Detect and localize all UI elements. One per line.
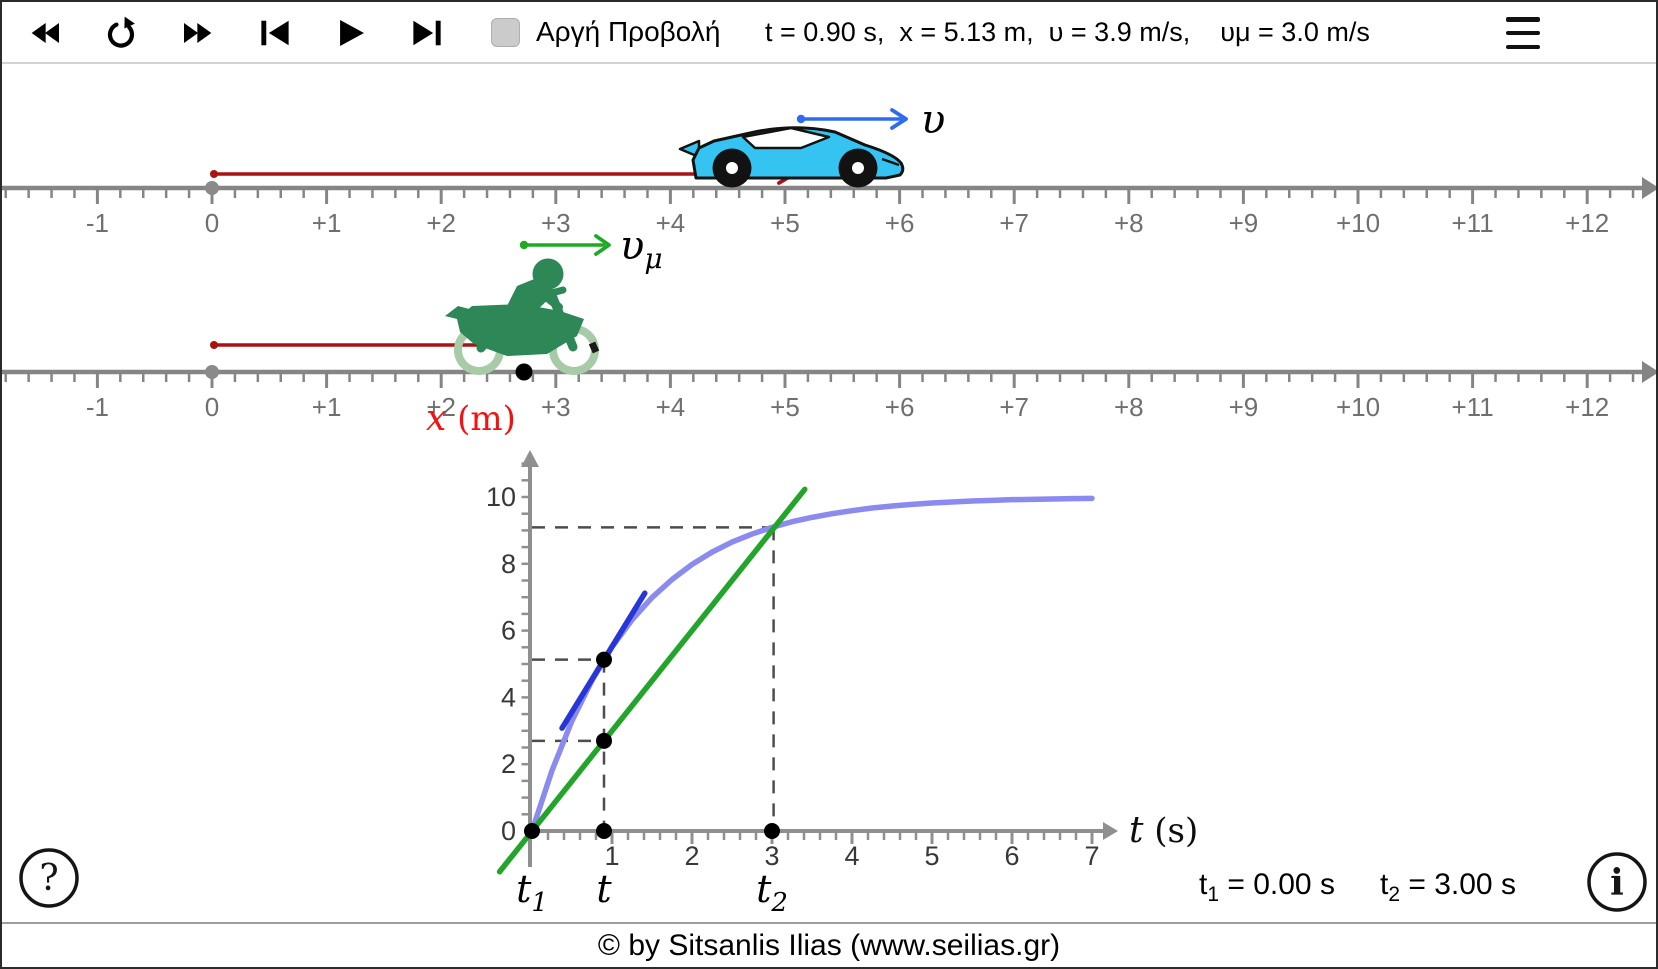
stage-canvas: -1 0 +1 +2 +3 +4 +5 +6 +7 +8 +9 +10 +11 +12 -1 0 +1 +2 +3 +… (2, 97, 1656, 918)
ruler-tick-label: -1 (86, 392, 109, 422)
fast-rewind-button[interactable] (24, 11, 70, 55)
graph-point[interactable] (596, 823, 612, 839)
skip-to-end-button[interactable] (404, 11, 450, 55)
ruler-tick-label: +7 (999, 208, 1029, 238)
ruler-tick-label: +3 (541, 392, 571, 422)
graph-y-tick-label: 0 (501, 816, 516, 846)
car[interactable] (678, 126, 905, 188)
graph-y-tick-label: 6 (501, 616, 516, 646)
ruler-tick-label: 0 (205, 208, 219, 238)
motorcycle[interactable] (445, 258, 600, 375)
ruler-tick-label: +1 (312, 208, 342, 238)
ruler-tick-label: 0 (205, 392, 219, 422)
graph-y-tick-label: 10 (486, 482, 516, 512)
graph-y-axis-label: x (m) (426, 398, 516, 439)
hamburger-menu-button[interactable] (1500, 13, 1546, 53)
ruler-tick-label: +2 (426, 208, 456, 238)
ruler-tick-label: +4 (656, 392, 686, 422)
graph-y-tick-label: 4 (501, 682, 516, 712)
car-position-curve (529, 495, 1095, 834)
ruler-arrow-icon (1642, 361, 1656, 383)
slow-view-checkbox-label: Αργή Προβολή (536, 16, 721, 47)
slow-view-checkbox[interactable] (491, 18, 520, 47)
graph-time-marker: t2 (756, 867, 788, 918)
motorcycle-uniform-line (496, 486, 808, 875)
graph-x-tick-label: 4 (844, 841, 859, 871)
ruler-tick-label: +10 (1336, 392, 1380, 422)
toolbar: Αργή Προβολή t = 0.90 s, x = 5.13 m, υ =… (2, 2, 1656, 64)
copyright-text: © by Sitsanlis Ilias (www.seilias.gr) (597, 928, 1061, 962)
fast-forward-icon (184, 23, 212, 43)
graph-x-tick-label: 3 (764, 841, 779, 871)
ruler-arrow-icon (1642, 177, 1656, 199)
hamburger-menu-icon (1506, 17, 1540, 22)
reset-button[interactable] (98, 11, 144, 55)
ruler-tick-label: +8 (1114, 208, 1144, 238)
graph-x-tick-label: 5 (924, 841, 939, 871)
graph-y-tick-label: 8 (501, 549, 516, 579)
ruler-tick-label: +5 (770, 392, 800, 422)
car-velocity-vector (796, 108, 908, 130)
graph-x-tick-label: 2 (684, 841, 699, 871)
fast-rewind-icon (31, 23, 59, 43)
ruler-tick-label: +2 (426, 392, 456, 422)
car-ruler-origin-dot (205, 181, 219, 195)
ruler-tick-label: +12 (1565, 208, 1609, 238)
graph-x-tick-label: 7 (1084, 841, 1099, 871)
graph-y-tick-label: 2 (501, 749, 516, 779)
ruler-tick-label: -1 (86, 208, 109, 238)
moto-rider-helmet (532, 258, 564, 290)
fast-forward-button[interactable] (173, 11, 219, 55)
moto-velocity-label: υμ (620, 223, 663, 275)
graph-point[interactable] (596, 651, 612, 668)
ruler-tick-label: +11 (1452, 392, 1494, 422)
ruler-tick-label: +9 (1229, 208, 1259, 238)
ruler-tick-label: +10 (1336, 208, 1380, 238)
help-button[interactable]: ? (19, 848, 79, 908)
moto-position-dot[interactable] (515, 363, 533, 381)
ruler-tick-label: +11 (1452, 208, 1494, 238)
ruler-tick-label: +1 (312, 392, 342, 422)
simulation-stage: -1 0 +1 +2 +3 +4 +5 +6 +7 +8 +9 +10 +11 +12 -1 0 +1 +2 +3 +… (2, 64, 1656, 922)
play-icon (340, 20, 364, 46)
help-icon: ? (39, 858, 58, 899)
moto-number-line: -1 0 +1 +2 +3 +4 +5 +6 +7 +8 +9 +10 +11 +12 (2, 361, 1656, 422)
ruler-tick-label: +6 (885, 392, 915, 422)
ruler-tick-label: +4 (656, 208, 686, 238)
graph-x-axis-label: t (s) (1129, 810, 1198, 851)
graph-time-marker: t (596, 867, 612, 911)
moto-velocity-vector (519, 234, 611, 256)
graph-x-axis-arrow-icon (1103, 822, 1118, 840)
reset-icon (107, 16, 135, 48)
skip-to-end-icon (413, 20, 441, 46)
ruler-tick-label: +12 (1565, 392, 1609, 422)
ruler-tick-label: +6 (885, 208, 915, 238)
info-button[interactable]: i (1587, 852, 1647, 912)
generated-base-layer: -1 0 +1 +2 +3 +4 +5 +6 +7 +8 +9 +10 +11 +12 -1 0 +1 +2 +3 +… (2, 177, 1656, 918)
t2-readout: t2 = 3.00 s (1380, 868, 1516, 906)
info-icon: i (1610, 862, 1624, 904)
skip-to-start-button[interactable] (252, 11, 298, 55)
graph-x-tick-label: 1 (604, 841, 619, 871)
car-velocity-label: υ (921, 97, 945, 143)
ruler-tick-label: +9 (1229, 392, 1259, 422)
graph-point[interactable] (524, 823, 540, 839)
graph-point[interactable] (596, 732, 612, 749)
car-number-line: -1 0 +1 +2 +3 +4 +5 +6 +7 +8 +9 +10 +11 +12 (2, 177, 1656, 238)
ruler-tick-label: +7 (999, 392, 1029, 422)
graph-point[interactable] (764, 823, 780, 839)
graph-time-marker: t1 (516, 867, 548, 918)
graph-x-tick-label: 6 (1004, 841, 1019, 871)
ruler-tick-label: +5 (770, 208, 800, 238)
t1-readout: t1 = 0.00 s (1199, 868, 1335, 906)
play-button[interactable] (328, 11, 374, 55)
moto-ruler-origin-dot (205, 365, 219, 379)
ruler-tick-label: +8 (1114, 392, 1144, 422)
simulation-status-readout: t = 0.90 s, x = 5.13 m, υ = 3.9 m/s, υμ … (765, 16, 1370, 47)
ruler-tick-label: +3 (541, 208, 571, 238)
skip-to-start-icon (261, 20, 289, 46)
footer: © by Sitsanlis Ilias (www.seilias.gr) (2, 922, 1656, 967)
